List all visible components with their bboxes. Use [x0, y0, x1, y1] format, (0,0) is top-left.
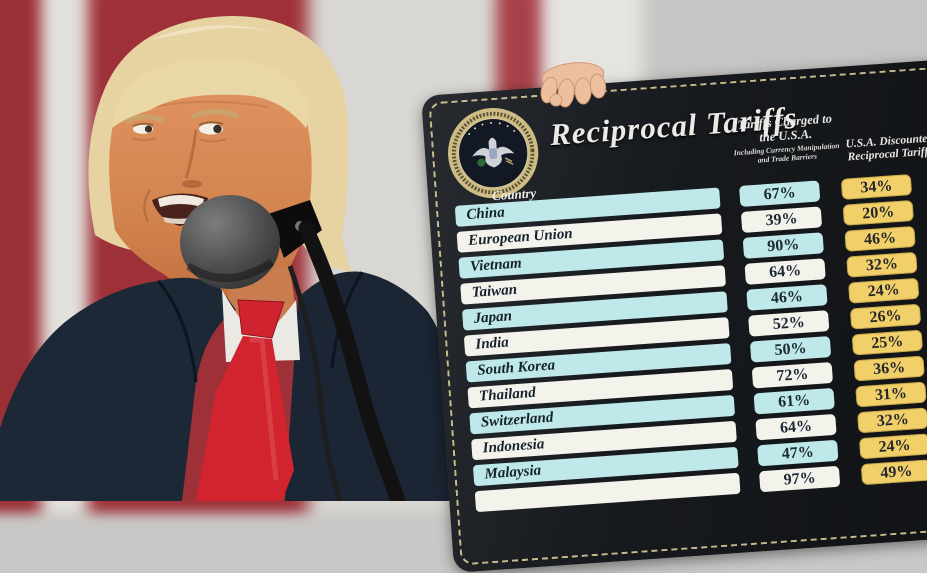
- suit-left: [0, 277, 236, 501]
- charged-cell: 72%: [751, 362, 834, 389]
- microphone-foam: [180, 195, 280, 289]
- microphone-cable: [287, 265, 343, 501]
- tie: [196, 299, 294, 501]
- discounted-cell: 31%: [855, 381, 927, 408]
- charged-cell: 39%: [740, 206, 823, 233]
- discounted-cell: 32%: [846, 251, 918, 278]
- charged-cell: 52%: [748, 310, 830, 337]
- tariff-board: Reciprocal Tariffs Country Tariffs Charg…: [421, 57, 927, 573]
- discounted-cell: 46%: [844, 225, 916, 252]
- microphone-clamp: [268, 200, 322, 258]
- charged-cell: 64%: [744, 258, 826, 285]
- left-eyebrow: [125, 114, 164, 124]
- charged-cell: 50%: [749, 336, 832, 363]
- charged-cell: 90%: [742, 232, 824, 259]
- charged-cell: 64%: [755, 413, 837, 441]
- hair-highlight: [150, 25, 280, 40]
- tariff-rows: China 67% 34% European Union 39% 20% Vie…: [454, 174, 927, 517]
- column-header-charged: Tariffs Charged to the U.S.A. Including …: [731, 111, 840, 166]
- charged-cell: 47%: [757, 439, 839, 467]
- speaker-portrait: [0, 16, 468, 501]
- discounted-cell: 34%: [840, 174, 913, 200]
- charged-cell: 61%: [753, 387, 835, 415]
- foam-shadow: [185, 258, 275, 282]
- forehead-wrinkle: [147, 100, 269, 109]
- right-eye: [198, 121, 224, 135]
- microphone: [180, 195, 406, 501]
- discounted-cell: 26%: [849, 303, 922, 330]
- lapel-line: [156, 280, 198, 383]
- microphone-stand: [298, 220, 406, 501]
- column-header-discounted: U.S.A. Discounted Reciprocal Tariffs: [845, 132, 927, 164]
- eye-bag: [131, 137, 157, 141]
- left-eye: [132, 122, 154, 134]
- discounted-cell: 36%: [853, 355, 925, 382]
- presidential-seal-icon: [448, 107, 539, 199]
- nostril-shadow: [182, 180, 202, 188]
- seal-arrows: [504, 157, 514, 165]
- discounted-cell: 32%: [857, 407, 927, 434]
- discounted-cell: 24%: [858, 433, 927, 460]
- charged-cell: 97%: [759, 465, 841, 493]
- seal-olive-branch: [477, 158, 486, 167]
- discounted-cell: 24%: [848, 277, 920, 304]
- charged-cell: 67%: [739, 180, 821, 207]
- right-eyebrow: [191, 109, 240, 119]
- discounted-cell: 49%: [860, 459, 927, 486]
- nose: [184, 129, 198, 179]
- charged-cell: 46%: [746, 284, 828, 311]
- discounted-cell: 25%: [851, 329, 923, 356]
- hair-fringe: [112, 57, 309, 128]
- discounted-cell: 20%: [842, 199, 914, 226]
- eye-bag: [198, 138, 227, 143]
- suit-right: [285, 271, 468, 501]
